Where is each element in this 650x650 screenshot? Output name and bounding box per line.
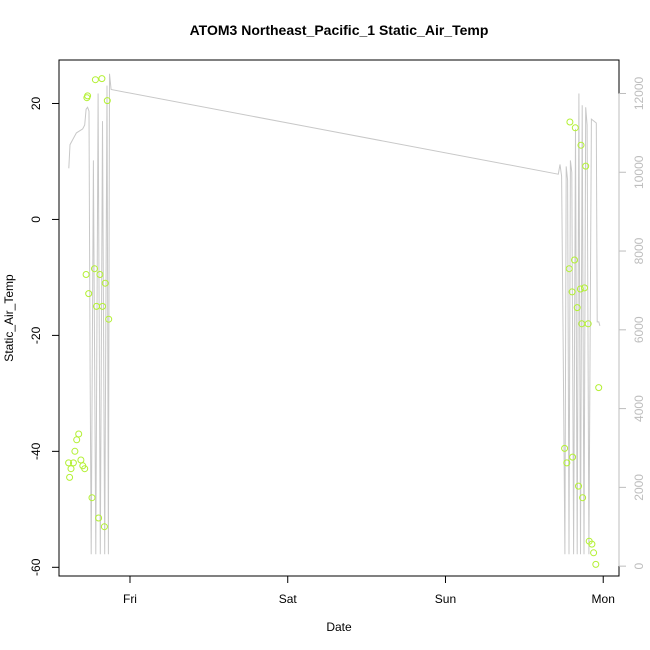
data-point [88,494,96,502]
data-point [582,162,590,170]
data-point [571,124,579,132]
data-point [69,459,77,467]
y-axis-label: Static_Air_Temp [2,274,16,362]
data-point [95,514,103,522]
chart-title: ATOM3 Northeast_Pacific_1 Static_Air_Tem… [190,22,489,38]
data-point [584,320,592,328]
data-point [98,75,106,83]
data-point [65,459,73,467]
data-point [588,540,596,548]
data-point [73,436,81,444]
data-point [579,494,587,502]
data-point [100,523,108,531]
data-point [105,315,113,323]
data-point [103,97,111,105]
data-point [71,447,79,455]
data-point [566,118,574,126]
y2-tick-label: 8000 [632,237,646,264]
data-point [576,285,584,293]
data-point [569,453,577,461]
points-layer [65,75,603,568]
y-tick-label: -60 [29,558,43,576]
data-point [575,482,582,490]
data-point [561,444,569,452]
y2-tick-label: 0 [632,562,646,569]
data-point [82,271,90,278]
x-axis: Fri Sat Sun Mon [123,575,615,606]
data-point [99,302,106,310]
y2-tick-label: 12000 [632,76,646,110]
y2-tick-label: 6000 [632,316,646,343]
x-tick-label: Mon [592,592,615,606]
data-point [66,473,74,481]
altitude-line [68,73,601,555]
data-point [101,279,109,287]
y-axis-right: 0 2000 4000 6000 8000 10000 12000 [618,76,646,569]
data-point [568,288,576,296]
y2-tick-label: 2000 [632,474,646,501]
y-tick-label: 0 [29,216,43,223]
data-point [571,256,578,264]
y-tick-label: -20 [29,326,43,344]
x-axis-label: Date [326,620,352,634]
plot-frame [58,59,620,577]
altitude-line-layer [68,73,601,555]
data-point [67,465,75,473]
data-point [77,456,85,464]
data-point [91,76,99,84]
data-point [573,304,581,312]
data-point [81,465,89,473]
data-point [592,560,600,568]
data-point [85,290,93,298]
data-point [96,271,104,278]
y2-tick-label: 4000 [632,395,646,422]
y-tick-label: -40 [29,442,43,460]
x-tick-label: Sun [435,592,456,606]
y-tick-label: 20 [29,96,43,110]
x-tick-label: Fri [123,592,137,606]
data-point [563,459,571,467]
data-point [590,549,598,557]
y2-tick-label: 10000 [632,155,646,189]
y-axis-left: -60 -40 -20 0 20 [29,96,60,576]
data-point [84,92,92,100]
data-point [595,384,603,392]
data-point [581,284,588,292]
data-point [577,141,585,149]
x-tick-label: Sat [279,592,298,606]
data-point [91,265,98,273]
data-point [75,430,83,438]
data-point [565,265,573,273]
